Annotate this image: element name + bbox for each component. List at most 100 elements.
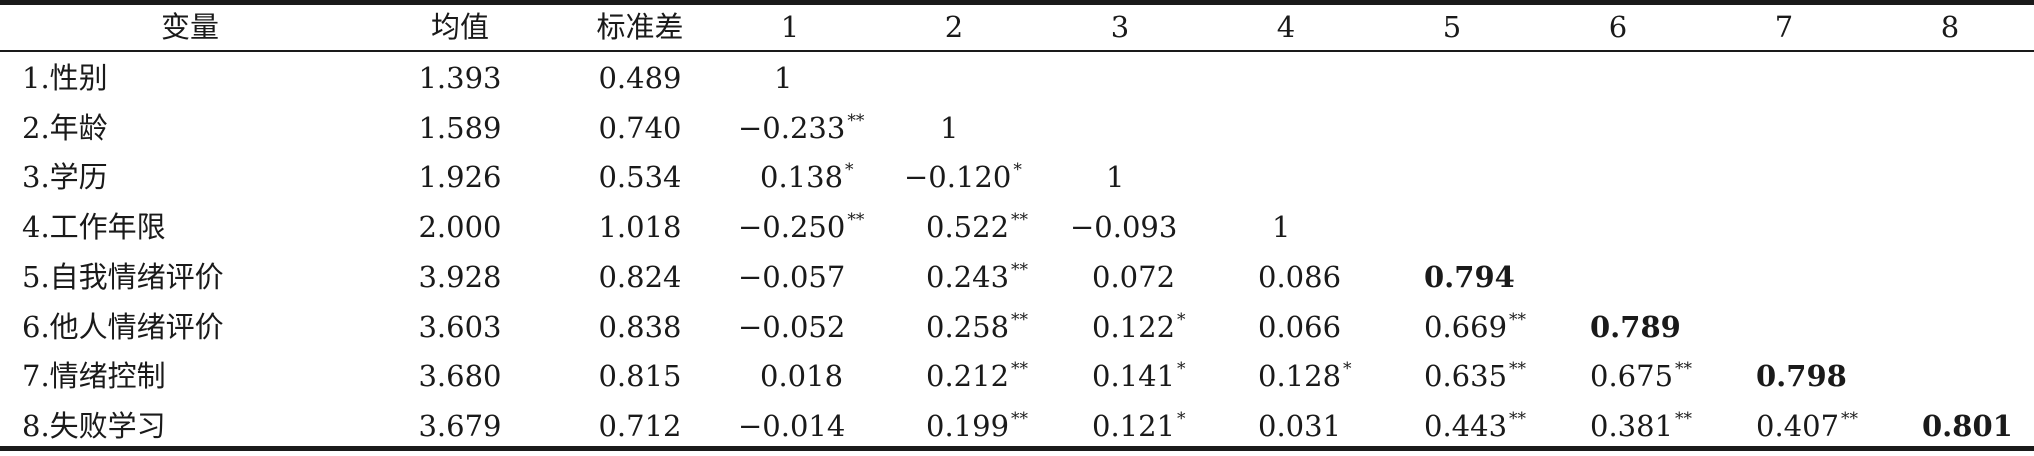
correlation-value: 0.086 xyxy=(1258,259,1342,294)
significance-mark: ** xyxy=(1841,408,1859,429)
significance-mark: ** xyxy=(1675,408,1693,429)
correlation-value: 0.122 xyxy=(1092,309,1176,344)
correlation-cell: 0.086 xyxy=(1258,252,1438,302)
correlation-value: 0.794 xyxy=(1424,259,1515,294)
header-col-5: 5 xyxy=(1442,10,1462,44)
correlation-cell: 0.669 ** xyxy=(1424,302,1604,352)
table-row: 4.工作年限 2.000 1.018 −0.250 ** 0.522 ** −0.093 1 xyxy=(0,202,2034,252)
correlation-cell: 0.138 * xyxy=(760,152,940,202)
correlation-cell: 0.199 ** xyxy=(926,401,1106,451)
correlation-cell: −0.120 * xyxy=(904,152,1084,202)
correlation-value: 0.138 xyxy=(760,160,844,195)
significance-mark: * xyxy=(1177,408,1186,429)
correlation-value: 0.443 xyxy=(1424,408,1508,443)
row-variable-label: 5.自我情绪评价 xyxy=(22,259,224,294)
header-col-6: 6 xyxy=(1608,10,1628,44)
correlation-cell: 0.121 * xyxy=(1092,401,1272,451)
header-col-3: 3 xyxy=(1110,10,1130,44)
correlation-cell: 0.258 ** xyxy=(926,302,1106,352)
significance-mark: ** xyxy=(847,210,865,231)
significance-mark: ** xyxy=(1509,359,1527,380)
row-sd: 0.824 xyxy=(598,259,682,294)
table-row: 5.自我情绪评价 3.928 0.824 −0.057 0.243 ** 0.072 0.08… xyxy=(0,252,2034,302)
correlation-cell: 0.066 xyxy=(1258,302,1438,352)
significance-mark: * xyxy=(1343,359,1352,380)
significance-mark: * xyxy=(1177,359,1186,380)
correlation-cell: 0.798 xyxy=(1756,351,1936,401)
correlation-cell: 0.031 xyxy=(1258,401,1438,451)
correlation-cell: 1 xyxy=(1272,202,1452,252)
row-variable-label: 1.性别 xyxy=(22,61,108,95)
correlation-value: 0.031 xyxy=(1258,408,1342,443)
correlation-cell: 0.635 ** xyxy=(1424,351,1604,401)
header-col-8: 8 xyxy=(1940,10,1960,44)
correlation-cell: 0.794 xyxy=(1424,252,1604,302)
header-col-1: 1 xyxy=(780,10,800,44)
row-mean: 3.928 xyxy=(418,259,502,294)
row-variable-label: 2.年龄 xyxy=(22,110,108,145)
significance-mark: * xyxy=(1177,309,1186,330)
correlation-cell: −0.014 xyxy=(738,401,918,451)
row-mean: 3.603 xyxy=(418,309,502,344)
row-mean: 2.000 xyxy=(418,210,502,245)
correlation-value: 0.066 xyxy=(1258,309,1342,344)
correlation-value: 0.212 xyxy=(926,359,1010,394)
row-variable-label: 8.失败学习 xyxy=(22,408,166,443)
row-mean: 1.926 xyxy=(418,160,502,195)
correlation-value: 0.128 xyxy=(1258,359,1342,394)
correlation-cell: 0.522 ** xyxy=(926,202,1106,252)
correlation-value: 0.381 xyxy=(1590,408,1674,443)
correlation-value: 0.407 xyxy=(1756,408,1840,443)
correlation-value: −0.250 xyxy=(738,210,846,245)
correlation-value: 0.121 xyxy=(1092,408,1176,443)
correlation-cell: −0.250 ** xyxy=(738,202,918,252)
significance-mark: ** xyxy=(847,110,865,131)
correlation-value: 1 xyxy=(774,61,793,95)
table-row: 2.年龄 1.589 0.740 −0.233 ** 1 xyxy=(0,103,2034,153)
correlation-cell: 0.801 xyxy=(1922,401,2034,451)
correlation-value: 1 xyxy=(1106,160,1125,195)
correlation-cell: 1 xyxy=(940,103,1120,153)
correlation-value: 0.798 xyxy=(1756,359,1847,394)
significance-mark: ** xyxy=(1011,309,1029,330)
row-sd: 0.815 xyxy=(598,359,682,394)
correlation-value: 1 xyxy=(1272,210,1291,245)
correlation-value: 0.199 xyxy=(926,408,1010,443)
correlation-cell: 0.212 ** xyxy=(926,351,1106,401)
header-mean: 均值 xyxy=(430,10,489,44)
correlation-value: 0.141 xyxy=(1092,359,1176,394)
table-row: 6.他人情绪评价 3.603 0.838 −0.052 0.258 ** 0.122 * 0.0… xyxy=(0,302,2034,352)
correlation-cell: −0.052 xyxy=(738,302,918,352)
table-top-rule xyxy=(0,0,2034,5)
correlation-cell: 0.407 ** xyxy=(1756,401,1936,451)
table-row: 8.失败学习 3.679 0.712 −0.014 0.199 ** 0.121 * 0.031… xyxy=(0,401,2034,451)
correlation-cell: 1 xyxy=(1106,152,1286,202)
correlation-cell: 0.243 ** xyxy=(926,252,1106,302)
correlation-cell: 0.141 * xyxy=(1092,351,1272,401)
table-row: 1.性别 1.393 0.489 1 xyxy=(0,53,2034,103)
correlation-cell: 0.675 ** xyxy=(1590,351,1770,401)
correlation-value: 0.801 xyxy=(1922,408,2013,443)
row-mean: 1.589 xyxy=(418,110,502,145)
correlation-value: −0.233 xyxy=(738,110,846,145)
correlation-cell: 0.789 xyxy=(1590,302,1770,352)
row-sd: 0.740 xyxy=(598,110,682,145)
significance-mark: * xyxy=(1013,160,1022,181)
row-mean: 3.680 xyxy=(418,359,502,394)
correlation-value: 0.789 xyxy=(1590,309,1681,344)
header-col-2: 2 xyxy=(944,10,964,44)
correlation-cell: 0.443 ** xyxy=(1424,401,1604,451)
correlation-value: 0.018 xyxy=(760,359,844,394)
correlation-cell: 1 xyxy=(774,53,954,103)
correlation-value: 1 xyxy=(940,110,959,145)
significance-mark: ** xyxy=(1675,359,1693,380)
correlation-value: −0.057 xyxy=(738,259,846,294)
correlation-value: −0.014 xyxy=(738,408,846,443)
significance-mark: ** xyxy=(1509,408,1527,429)
row-sd: 0.838 xyxy=(598,309,682,344)
header-variable: 变量 xyxy=(160,10,219,44)
correlation-cell: −0.057 xyxy=(738,252,918,302)
correlation-value: 0.258 xyxy=(926,309,1010,344)
table-header-row: 变量 均值 标准差 1 2 3 4 5 6 7 8 xyxy=(0,2,2034,52)
